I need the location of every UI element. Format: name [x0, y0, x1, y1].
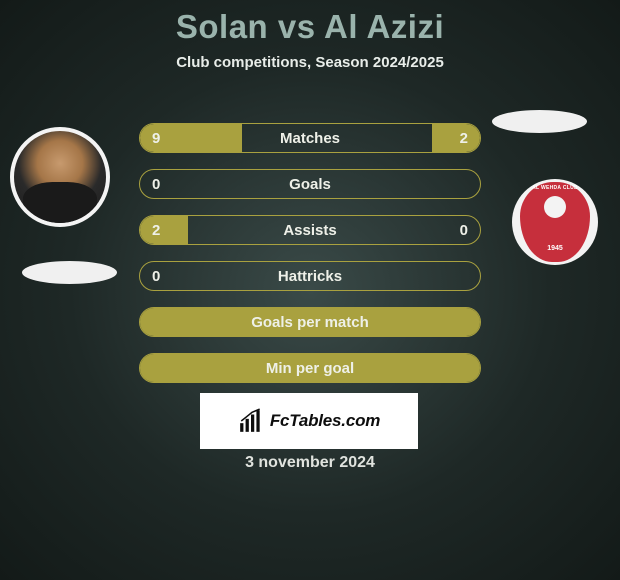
club-crest-right: AL WEHDA CLUB 1945: [512, 179, 598, 265]
player-avatar-left: [10, 127, 110, 227]
bar-value-left: 0: [152, 176, 160, 193]
fctables-logo-icon: [238, 408, 264, 434]
flag-right: [492, 110, 587, 133]
bar-value-right: 0: [460, 222, 468, 239]
bar-fill-left: [140, 216, 188, 244]
flag-left: [22, 261, 117, 284]
page-title: Solan vs Al Azizi: [0, 0, 620, 46]
date-label: 3 november 2024: [0, 454, 620, 472]
comparison-bars: 9 Matches 2 0 Goals 2 Assists 0 0 Hattri…: [139, 123, 481, 399]
crest-year: 1945: [547, 245, 563, 252]
bar-row-hattricks: 0 Hattricks: [139, 261, 481, 291]
bar-row-matches: 9 Matches 2: [139, 123, 481, 153]
crest-text: AL WEHDA CLUB: [532, 185, 578, 191]
comparison-infographic: Solan vs Al Azizi Club competitions, Sea…: [0, 0, 620, 580]
bar-label: Goals: [289, 176, 331, 193]
bar-label: Matches: [280, 130, 340, 147]
bar-row-goals-per-match: Goals per match: [139, 307, 481, 337]
bar-label: Assists: [283, 222, 336, 239]
bar-value-left: 0: [152, 268, 160, 285]
watermark-text: FcTables.com: [270, 411, 380, 431]
page-subtitle: Club competitions, Season 2024/2025: [0, 54, 620, 71]
bar-row-assists: 2 Assists 0: [139, 215, 481, 245]
bar-row-goals: 0 Goals: [139, 169, 481, 199]
watermark: FcTables.com: [200, 393, 418, 449]
bar-value-left: 9: [152, 130, 160, 147]
bar-value-left: 2: [152, 222, 160, 239]
crest-shield-icon: AL WEHDA CLUB 1945: [520, 182, 590, 262]
bar-label: Goals per match: [251, 314, 369, 331]
bar-fill-right: [432, 124, 480, 152]
bar-value-right: 2: [460, 130, 468, 147]
bar-label: Min per goal: [266, 360, 354, 377]
bar-label: Hattricks: [278, 268, 342, 285]
bar-row-min-per-goal: Min per goal: [139, 353, 481, 383]
